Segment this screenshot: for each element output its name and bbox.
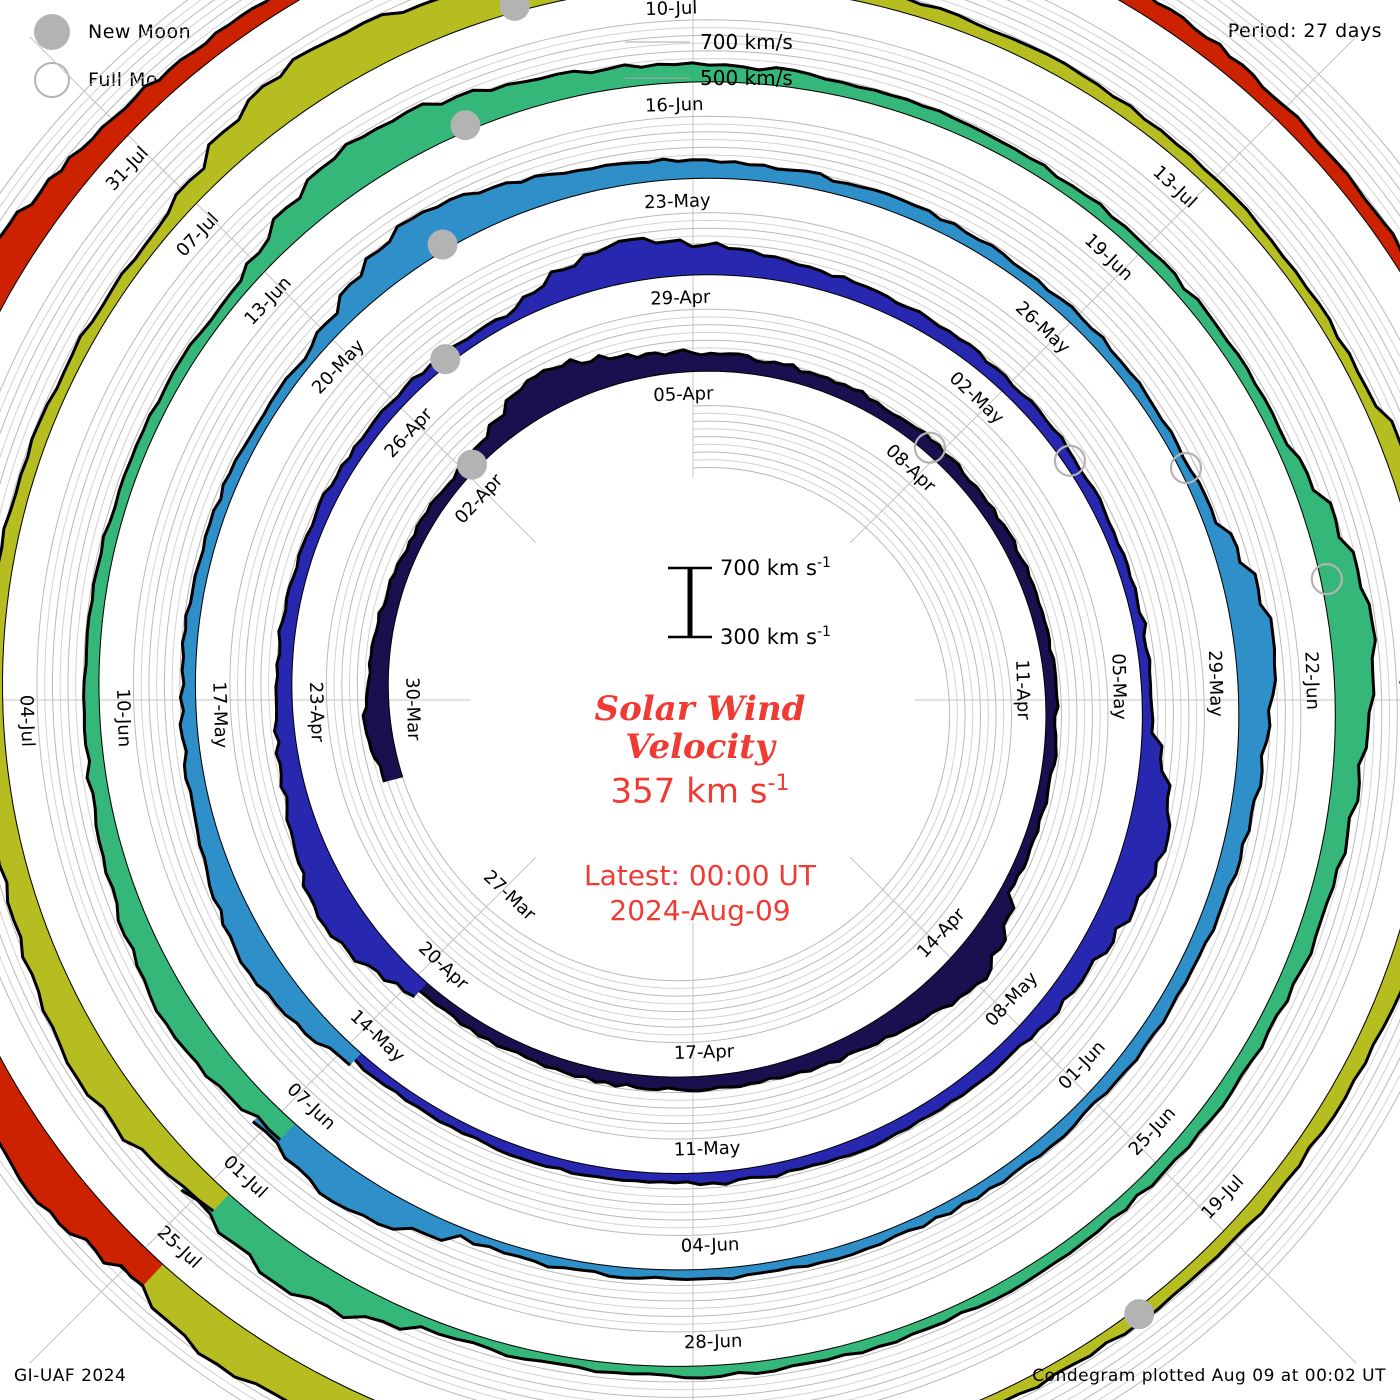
filled-circle-icon bbox=[34, 14, 70, 50]
rotation-date-label: 11-Apr bbox=[1011, 659, 1034, 720]
full-moon-marker bbox=[913, 431, 947, 464]
full-moon-marker bbox=[1310, 562, 1343, 596]
scale-bar-label-bottom: 300 km s-1 bbox=[720, 624, 831, 649]
new-moon-marker bbox=[427, 229, 458, 260]
rotation-date-label: 17-Apr bbox=[674, 1041, 735, 1064]
rotation-date-label: 29-Apr bbox=[650, 287, 711, 310]
rotation-date-label: 10-Jul bbox=[645, 0, 698, 20]
current-value-number: 357 km s bbox=[610, 771, 768, 812]
open-circle-icon bbox=[34, 62, 70, 98]
latest-time: Latest: 00:00 UT bbox=[583, 859, 817, 892]
scale-bar-label-top: 700 km s-1 bbox=[720, 555, 831, 580]
rotation-date-label: 17-May bbox=[208, 681, 231, 749]
rotation-date-label: 04-Jun bbox=[681, 1234, 740, 1257]
rotation-date-label: 23-May bbox=[644, 190, 712, 213]
footer-plot-time: Condegram plotted Aug 09 at 00:02 UT bbox=[1032, 1366, 1386, 1386]
rotation-date-label: 22-Jun bbox=[1300, 651, 1323, 710]
rotation-date-label: 10-Jun bbox=[112, 688, 135, 747]
rotation-date-label: 16-Jul bbox=[1397, 651, 1400, 704]
chart-title-line1: Solar Wind bbox=[594, 689, 806, 729]
new-moon-marker bbox=[499, 0, 530, 21]
rotation-date-label: 30-Mar bbox=[401, 677, 424, 742]
chart-title-line2: Velocity bbox=[625, 727, 775, 768]
rotation-date-label: 05-May bbox=[1107, 653, 1130, 721]
new-moon-marker bbox=[1124, 1299, 1155, 1330]
rotation-date-label: 04-Jul bbox=[16, 695, 39, 748]
rotation-date-label: 11-May bbox=[673, 1137, 741, 1160]
current-value-exponent: -1 bbox=[767, 770, 790, 796]
footer-credit: GI-UAF 2024 bbox=[14, 1366, 127, 1386]
new-moon-marker bbox=[430, 344, 461, 375]
latest-date: 2024-Aug-09 bbox=[609, 894, 791, 927]
rotation-date-label: 23-Apr bbox=[305, 681, 328, 742]
radial-axis-label: 700 km/s bbox=[700, 30, 793, 54]
chart-title: Solar Wind Velocity bbox=[440, 690, 960, 766]
period-label: Period: 27 days bbox=[1227, 20, 1382, 42]
full-moon-marker bbox=[1053, 444, 1087, 477]
rotation-date-label: 16-Jun bbox=[645, 94, 704, 117]
rotation-date-label: 28-Jun bbox=[684, 1331, 743, 1354]
new-moon-marker bbox=[450, 110, 481, 141]
radial-axis-label: 500 km/s bbox=[700, 66, 793, 90]
new-moon-marker bbox=[456, 449, 487, 480]
full-moon-marker bbox=[1169, 451, 1203, 485]
rotation-date-label: 05-Apr bbox=[653, 383, 714, 406]
current-value: 357 km s-1 bbox=[440, 770, 960, 811]
rotation-date-label: 29-May bbox=[1204, 650, 1227, 718]
latest-timestamp: Latest: 00:00 UT 2024-Aug-09 bbox=[440, 858, 960, 928]
